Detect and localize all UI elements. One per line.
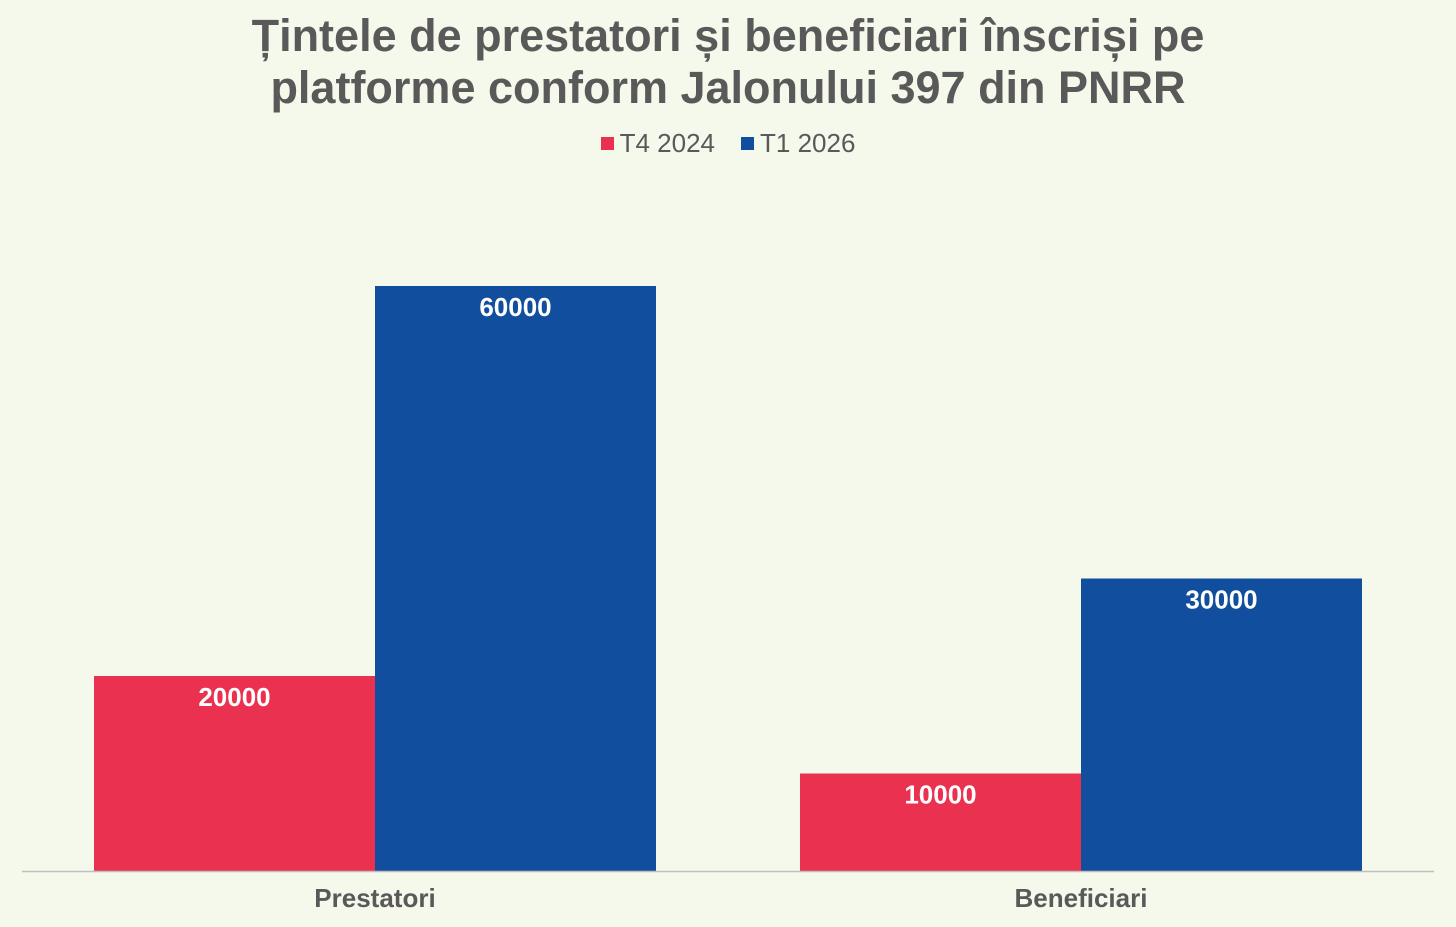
chart-legend: T4 2024 T1 2026 [0,128,1456,159]
legend-swatch-t1-2026 [741,137,754,150]
data-label-beneficiari-t4-2024: 10000 [904,780,976,810]
chart-title: Țintele de prestatori și beneficiari îns… [0,10,1456,114]
legend-label-t4-2024: T4 2024 [619,128,715,158]
x-tick-label-prestatori: Prestatori [314,883,435,913]
legend-swatch-t4-2024 [600,137,614,150]
data-label-beneficiari-t1-2026: 30000 [1185,585,1257,615]
chart-title-line-2: platforme conform Jalonului 397 din PNRR [270,62,1186,113]
legend-label-t1-2026: T1 2026 [760,128,856,158]
bar-beneficiari-t4-2024 [800,773,1081,871]
legend-item-t4-2024: T4 2024 [600,128,715,159]
x-tick-label-beneficiari: Beneficiari [1015,883,1148,913]
data-label-prestatori-t4-2024: 20000 [198,682,270,712]
legend-item-t1-2026: T1 2026 [741,128,855,159]
bar-beneficiari-t1-2026 [1081,578,1362,871]
chart-title-line-1: Țintele de prestatori și beneficiari îns… [251,10,1205,61]
bar-prestatori-t1-2026 [375,286,656,871]
bar-prestatori-t4-2024 [94,676,375,871]
data-label-prestatori-t1-2026: 60000 [479,292,551,322]
